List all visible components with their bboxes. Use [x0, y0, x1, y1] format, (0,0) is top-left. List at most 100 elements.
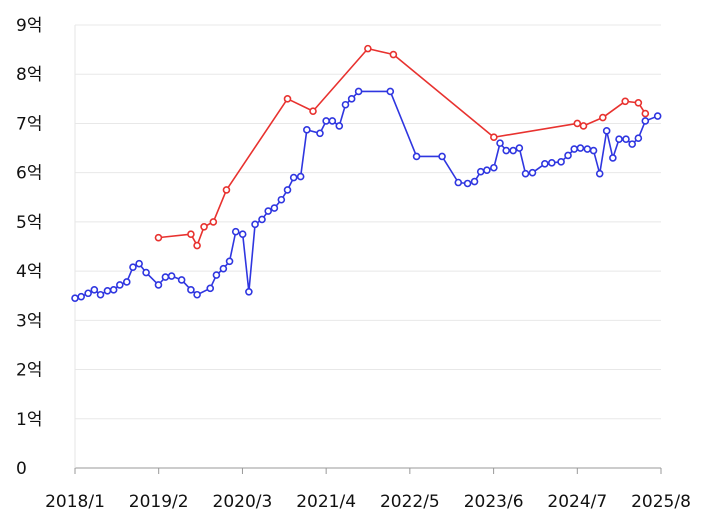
- data-point[interactable]: [167, 272, 176, 280]
- data-point[interactable]: [599, 113, 607, 122]
- data-point[interactable]: [283, 95, 292, 103]
- data-point[interactable]: [71, 294, 79, 302]
- data-point[interactable]: [389, 50, 398, 59]
- data-point[interactable]: [209, 218, 218, 226]
- x-tick-label: 2023/6: [464, 492, 524, 512]
- data-point[interactable]: [270, 204, 279, 212]
- data-point[interactable]: [322, 117, 330, 125]
- data-point[interactable]: [328, 117, 337, 125]
- data-point[interactable]: [583, 145, 592, 153]
- data-point[interactable]: [463, 179, 472, 188]
- data-point[interactable]: [628, 140, 636, 148]
- data-point[interactable]: [502, 146, 511, 155]
- data-point[interactable]: [142, 268, 150, 277]
- data-point[interactable]: [193, 241, 201, 250]
- data-point[interactable]: [245, 287, 253, 296]
- data-point[interactable]: [219, 264, 228, 273]
- data-point[interactable]: [116, 281, 124, 289]
- data-point[interactable]: [347, 95, 356, 103]
- data-point[interactable]: [103, 286, 112, 295]
- x-tick-label: 2025/8: [631, 492, 691, 512]
- data-point[interactable]: [364, 44, 372, 53]
- data-point[interactable]: [212, 271, 221, 279]
- data-point[interactable]: [576, 144, 585, 152]
- data-point[interactable]: [528, 168, 537, 177]
- data-point[interactable]: [122, 278, 131, 286]
- data-point[interactable]: [454, 178, 463, 187]
- data-point[interactable]: [609, 154, 617, 162]
- data-point[interactable]: [564, 151, 572, 160]
- data-point[interactable]: [129, 263, 137, 271]
- data-point[interactable]: [296, 172, 305, 181]
- y-tick-label: 3억: [16, 311, 42, 331]
- data-point[interactable]: [541, 160, 549, 168]
- data-point[interactable]: [277, 195, 286, 204]
- data-point[interactable]: [386, 87, 395, 96]
- data-point[interactable]: [412, 152, 421, 161]
- data-point[interactable]: [109, 286, 118, 294]
- data-point[interactable]: [264, 207, 272, 215]
- data-point[interactable]: [490, 163, 498, 172]
- data-point[interactable]: [653, 112, 662, 120]
- series-layer: [71, 44, 662, 302]
- data-point[interactable]: [602, 127, 611, 135]
- data-point[interactable]: [335, 122, 344, 130]
- data-point[interactable]: [615, 135, 623, 143]
- data-point[interactable]: [496, 139, 504, 147]
- y-tick-label: 8억: [16, 65, 42, 85]
- data-point[interactable]: [579, 122, 588, 130]
- data-point[interactable]: [634, 134, 643, 143]
- data-point[interactable]: [187, 286, 195, 294]
- data-point[interactable]: [225, 257, 234, 266]
- data-point[interactable]: [573, 119, 582, 128]
- data-point[interactable]: [354, 87, 363, 96]
- data-point[interactable]: [161, 273, 170, 281]
- data-point[interactable]: [509, 146, 517, 155]
- x-tick-label: 2018/1: [45, 492, 105, 512]
- series-red: [154, 44, 650, 250]
- data-point[interactable]: [177, 276, 186, 284]
- data-point[interactable]: [483, 166, 491, 175]
- data-point[interactable]: [77, 292, 85, 301]
- data-point[interactable]: [251, 220, 259, 229]
- data-point[interactable]: [206, 284, 215, 293]
- data-point[interactable]: [135, 259, 143, 268]
- y-tick-label: 2억: [16, 361, 42, 381]
- data-point[interactable]: [521, 169, 530, 178]
- data-point[interactable]: [231, 227, 240, 236]
- data-point[interactable]: [154, 281, 163, 289]
- data-point[interactable]: [622, 135, 630, 143]
- data-point[interactable]: [283, 186, 292, 194]
- data-point[interactable]: [570, 145, 579, 153]
- data-point[interactable]: [222, 186, 231, 194]
- data-point[interactable]: [438, 152, 446, 161]
- data-point[interactable]: [470, 177, 479, 186]
- data-point[interactable]: [238, 230, 247, 238]
- data-point[interactable]: [193, 290, 201, 299]
- data-point[interactable]: [589, 146, 598, 155]
- data-point[interactable]: [187, 230, 195, 238]
- data-point[interactable]: [557, 158, 565, 166]
- data-point[interactable]: [634, 98, 643, 107]
- data-point[interactable]: [303, 126, 311, 134]
- series-line: [74, 90, 658, 299]
- data-point[interactable]: [309, 107, 317, 115]
- data-point[interactable]: [595, 169, 604, 178]
- data-point[interactable]: [258, 215, 266, 224]
- data-point[interactable]: [200, 223, 208, 231]
- data-point[interactable]: [490, 133, 498, 142]
- y-tick-label: 4억: [16, 262, 42, 282]
- data-point[interactable]: [476, 167, 485, 176]
- data-point[interactable]: [84, 289, 92, 298]
- data-point[interactable]: [154, 233, 163, 242]
- data-point[interactable]: [316, 129, 324, 138]
- data-point[interactable]: [641, 109, 650, 118]
- data-point[interactable]: [96, 290, 105, 299]
- data-point[interactable]: [341, 100, 350, 109]
- data-point[interactable]: [90, 286, 99, 294]
- data-point[interactable]: [621, 97, 630, 106]
- data-point[interactable]: [641, 117, 650, 125]
- data-point[interactable]: [289, 173, 298, 182]
- data-point[interactable]: [548, 159, 556, 167]
- data-point[interactable]: [515, 144, 524, 152]
